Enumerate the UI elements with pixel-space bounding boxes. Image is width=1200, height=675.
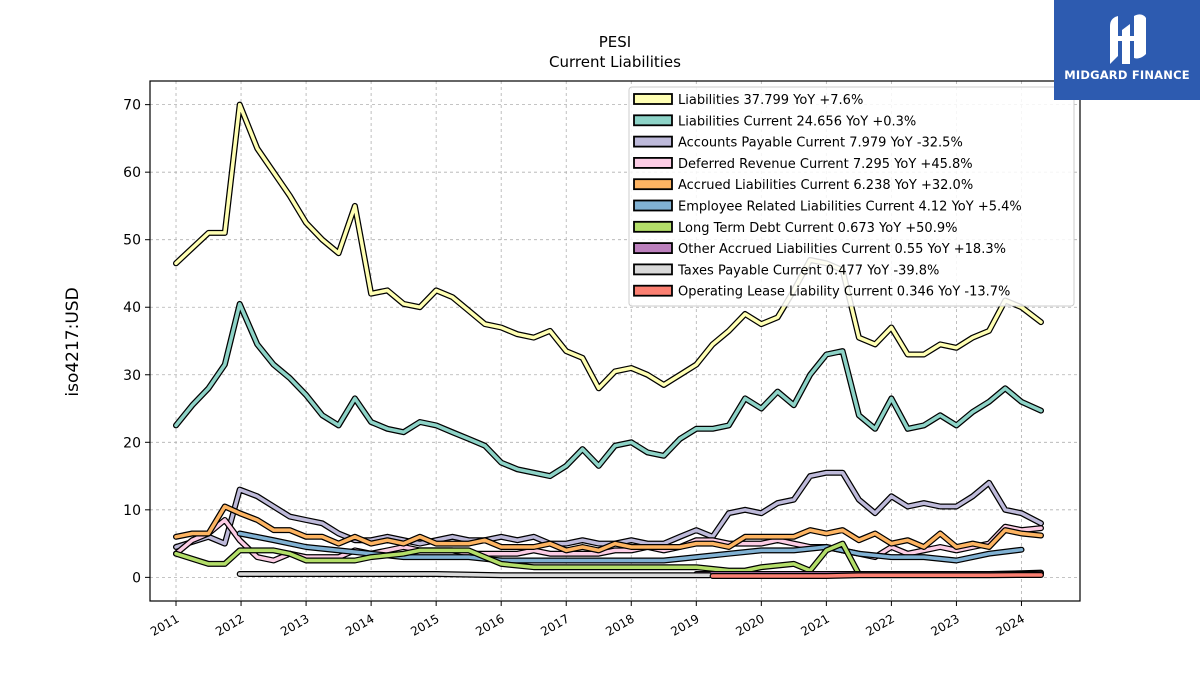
series-line (237, 572, 712, 578)
legend-label: Taxes Payable Current 0.477 YoY -39.8% (677, 263, 939, 278)
legend-swatch (633, 178, 673, 191)
legend-swatch (633, 93, 673, 105)
x-tick-label: 2015 (408, 611, 441, 638)
series-taxes-payable-current (236, 571, 713, 579)
legend-item: Liabilities 37.799 YoY +7.6% (633, 93, 863, 108)
chart-subtitle: Current Liabilities (549, 53, 681, 71)
legend-label: Liabilities 37.799 YoY +7.6% (678, 93, 863, 108)
legend: Liabilities 37.799 YoY +7.6% Liabilities … (628, 86, 1075, 307)
x-tick-label: 2022 (863, 611, 896, 638)
series-liabilities (173, 101, 1044, 392)
x-tick-label: 2013 (278, 611, 311, 638)
y-tick-label: 60 (123, 165, 141, 181)
x-tick-label: 2019 (668, 611, 701, 638)
legend-item: Deferred Revenue Current 7.295 YoY +45.8… (633, 156, 973, 172)
y-tick-label: 10 (123, 503, 141, 519)
y-axis-label: iso4217:USD (63, 287, 83, 396)
legend-label: Long Term Debt Current 0.673 YoY +50.9% (678, 221, 957, 236)
series-line (174, 504, 1043, 553)
legend-item: Taxes Payable Current 0.477 YoY -39.8% (633, 263, 939, 278)
legend-label: Operating Lease Liability Current 0.346 … (678, 285, 1010, 300)
legend-item: Accrued Liabilities Current 6.238 YoY +3… (633, 178, 973, 193)
legend-item: Employee Related Liabilities Current 4.1… (633, 199, 1022, 215)
legend-swatch (633, 199, 673, 212)
legend-label: Employee Related Liabilities Current 4.1… (678, 200, 1022, 215)
series-line (174, 302, 1043, 478)
series-lines (173, 101, 1044, 579)
series-line (174, 102, 1043, 391)
series-line (174, 518, 1043, 563)
logo-mark-icon (1110, 14, 1146, 64)
y-tick-label: 50 (123, 233, 141, 249)
legend-swatch (633, 284, 673, 297)
legend-swatch (633, 135, 673, 148)
x-tick-label: 2023 (928, 611, 961, 638)
legend-swatch (633, 263, 673, 276)
legend-swatch (633, 220, 673, 233)
y-ticks: 0 10 20 30 40 50 60 70 (123, 98, 150, 586)
series-line (237, 531, 1024, 563)
chart-title: PESI (599, 33, 631, 51)
y-tick-label: 20 (123, 435, 141, 451)
x-tick-label: 2011 (148, 611, 181, 638)
y-tick-label: 30 (123, 368, 141, 384)
series-line (710, 573, 1043, 578)
legend-item: Long Term Debt Current 0.673 YoY +50.9% (633, 220, 957, 236)
y-tick-label: 70 (123, 98, 141, 114)
legend-label: Accounts Payable Current 7.979 YoY -32.5… (678, 136, 963, 151)
y-tick-label: 40 (123, 300, 141, 316)
legend-item: Operating Lease Liability Current 0.346 … (633, 284, 1010, 300)
legend-label: Liabilities Current 24.656 YoY +0.3% (678, 114, 916, 129)
series-deferred-revenue-current (173, 517, 1044, 564)
legend-label: Accrued Liabilities Current 6.238 YoY +3… (678, 178, 973, 193)
legend-label: Deferred Revenue Current 7.295 YoY +45.8… (678, 157, 973, 172)
logo-text: MIDGARD FINANCE (1064, 68, 1190, 82)
midgard-finance-logo: MIDGARD FINANCE (1054, 0, 1200, 100)
x-tick-label: 2024 (994, 611, 1027, 638)
y-tick-label: 0 (132, 570, 141, 586)
legend-item: Other Accrued Liabilities Current 0.55 Y… (633, 242, 1006, 257)
legend-swatch (633, 242, 673, 255)
series-operating-lease-liability-current (709, 572, 1044, 579)
legend-item: Liabilities Current 24.656 YoY +0.3% (633, 114, 916, 129)
x-tick-label: 2014 (343, 611, 376, 638)
x-tick-label: 2016 (473, 611, 506, 638)
series-liabilities-current (173, 300, 1044, 480)
legend-label: Other Accrued Liabilities Current 0.55 Y… (678, 242, 1006, 257)
series-accrued-liabilities-current (173, 503, 1044, 554)
legend-swatch (633, 156, 673, 169)
x-tick-label: 2021 (798, 611, 831, 638)
x-ticks: 2011 2012 2013 2014 2015 2016 2017 2018 2019 2020… (148, 601, 1027, 639)
x-tick-label: 2020 (733, 611, 766, 638)
series-employee-related-liabilities-current (236, 530, 1025, 564)
legend-item: Accounts Payable Current 7.979 YoY -32.5… (633, 135, 963, 151)
legend-box (628, 86, 1075, 307)
legend-swatch (633, 114, 673, 127)
x-tick-label: 2012 (213, 611, 246, 638)
x-tick-label: 2018 (603, 611, 636, 638)
x-tick-label: 2017 (538, 611, 571, 638)
plot-frame (149, 80, 1081, 602)
